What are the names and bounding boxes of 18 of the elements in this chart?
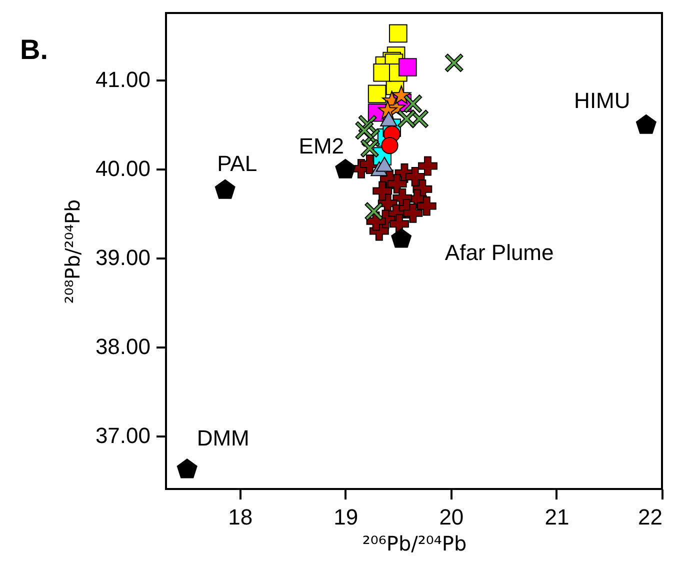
annotation: Afar Plume bbox=[444, 240, 554, 265]
annotation: DMM bbox=[196, 425, 250, 450]
x-tick-label: 22 bbox=[638, 504, 662, 530]
annotation: EM2 bbox=[298, 134, 344, 159]
y-tick-label: 39.00 bbox=[95, 245, 150, 270]
annotation: PAL bbox=[217, 151, 258, 176]
x-tick-label: 19 bbox=[334, 504, 358, 530]
y-tick-label: 40.00 bbox=[95, 156, 150, 182]
y-tick-label: 41.00 bbox=[95, 67, 150, 92]
x-tick-label: 21 bbox=[544, 504, 570, 530]
annotation: HIMU bbox=[574, 88, 630, 114]
y-tick-label: 37.00 bbox=[95, 423, 150, 448]
text: B. bbox=[20, 34, 48, 65]
y-axis-title: ²⁰⁸Pb/²⁰⁴Pb bbox=[60, 199, 84, 304]
x-axis-title: ²⁰⁶Pb/²⁰⁴Pb bbox=[362, 532, 467, 556]
x-tick-label: 20 bbox=[439, 504, 464, 530]
x-tick-label: 18 bbox=[228, 504, 253, 530]
y-tick-label: 38.00 bbox=[95, 334, 150, 360]
